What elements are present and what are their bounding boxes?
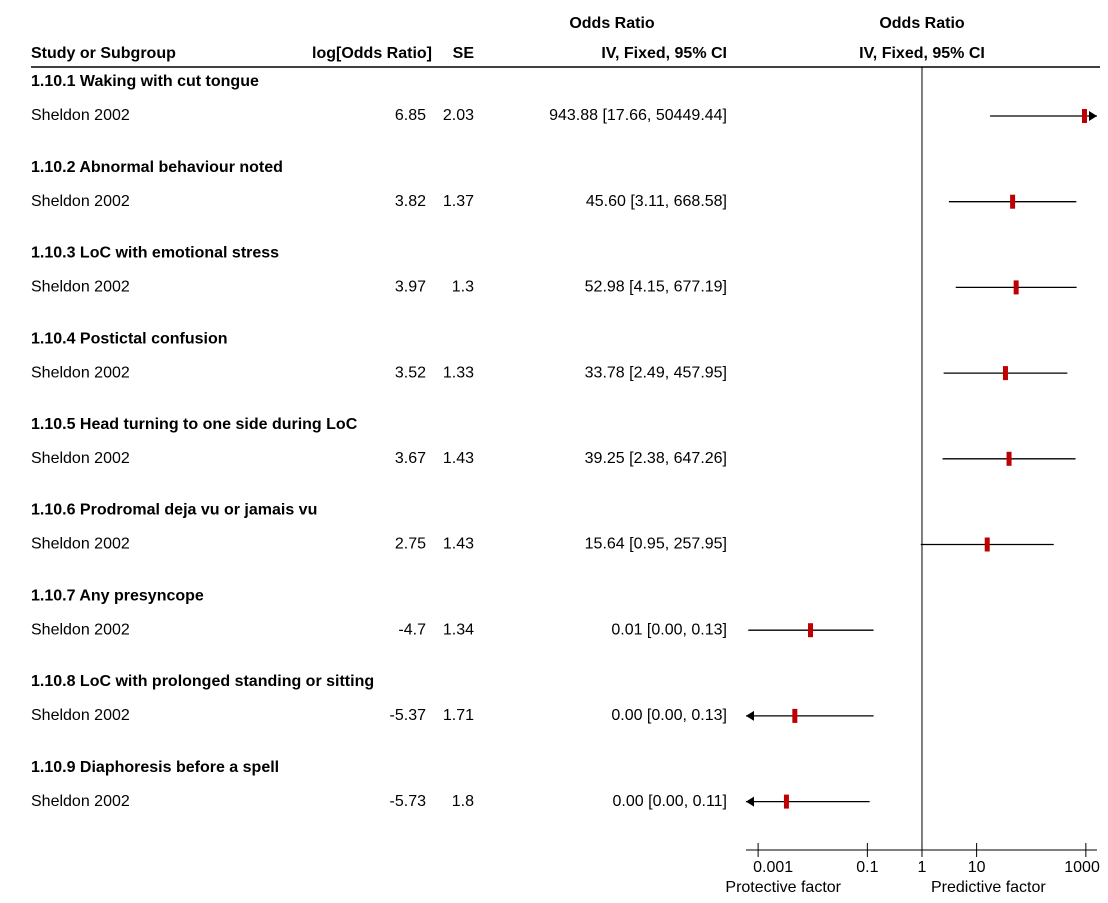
study-name: Sheldon 2002 xyxy=(31,193,130,210)
x-tick-label: 0.001 xyxy=(753,859,793,876)
or-ci: 0.01 [0.00, 0.13] xyxy=(611,621,727,638)
group-title: 1.10.9 Diaphoresis before a spell xyxy=(31,759,279,776)
log-or: 3.82 xyxy=(395,193,426,210)
study-name: Sheldon 2002 xyxy=(31,279,130,296)
or-ci: 943.88 [17.66, 50449.44] xyxy=(549,107,727,124)
header-study: Study or Subgroup xyxy=(31,45,176,62)
footer-left: Protective factor xyxy=(725,879,841,896)
group-title: 1.10.7 Any presyncope xyxy=(31,587,204,604)
group-title: 1.10.3 LoC with emotional stress xyxy=(31,245,279,262)
or-ci: 39.25 [2.38, 647.26] xyxy=(585,450,727,467)
study-name: Sheldon 2002 xyxy=(31,107,130,124)
ci-arrow-left xyxy=(746,710,754,721)
point-estimate xyxy=(1006,451,1012,466)
point-estimate xyxy=(1002,366,1008,381)
log-or: -5.73 xyxy=(390,793,427,810)
study-name: Sheldon 2002 xyxy=(31,450,130,467)
log-or: 3.52 xyxy=(395,364,426,381)
se: 1.71 xyxy=(443,707,474,724)
point-estimate xyxy=(1013,280,1019,295)
x-tick-label: 0.1 xyxy=(856,859,878,876)
study-name: Sheldon 2002 xyxy=(31,621,130,638)
log-or: 3.97 xyxy=(395,279,426,296)
or-ci: 15.64 [0.95, 257.95] xyxy=(585,536,727,553)
x-tick-label: 1 xyxy=(918,859,927,876)
se: 1.33 xyxy=(443,364,474,381)
study-name: Sheldon 2002 xyxy=(31,707,130,724)
se: 1.43 xyxy=(443,536,474,553)
or-ci: 33.78 [2.49, 457.95] xyxy=(585,364,727,381)
se: 1.34 xyxy=(443,621,474,638)
point-estimate xyxy=(1081,109,1087,123)
point-estimate xyxy=(808,623,814,638)
point-estimate xyxy=(1010,194,1016,209)
se: 1.8 xyxy=(452,793,474,810)
or-ci: 0.00 [0.00, 0.13] xyxy=(611,707,727,724)
se: 1.37 xyxy=(443,193,474,210)
header-log-or: log[Odds Ratio] xyxy=(312,45,432,62)
group-title: 1.10.1 Waking with cut tongue xyxy=(31,73,259,90)
group-title: 1.10.6 Prodromal deja vu or jamais vu xyxy=(31,502,317,519)
point-estimate xyxy=(783,794,789,809)
se: 2.03 xyxy=(443,107,474,124)
header-plot-top: Odds Ratio xyxy=(879,15,965,32)
header-se: SE xyxy=(453,45,475,62)
log-or: -5.37 xyxy=(390,707,427,724)
or-ci: 0.00 [0.00, 0.11] xyxy=(613,793,727,810)
ci-arrow-left xyxy=(746,796,754,807)
or-ci: 52.98 [4.15, 677.19] xyxy=(585,279,727,296)
header-plot-sub: IV, Fixed, 95% CI xyxy=(859,45,985,62)
ci-arrow-right xyxy=(1089,111,1097,121)
study-name: Sheldon 2002 xyxy=(31,793,130,810)
x-tick-label: 1000 xyxy=(1064,859,1100,876)
group-title: 1.10.5 Head turning to one side during L… xyxy=(31,416,358,433)
point-estimate xyxy=(984,537,990,552)
study-name: Sheldon 2002 xyxy=(31,364,130,381)
log-or: 6.85 xyxy=(395,107,426,124)
group-title: 1.10.8 LoC with prolonged standing or si… xyxy=(31,673,374,690)
se: 1.43 xyxy=(443,450,474,467)
point-estimate xyxy=(792,708,798,723)
log-or: -4.7 xyxy=(398,621,426,638)
footer-right: Predictive factor xyxy=(931,879,1046,896)
log-or: 3.67 xyxy=(395,450,426,467)
study-name: Sheldon 2002 xyxy=(31,536,130,553)
header-or-sub: IV, Fixed, 95% CI xyxy=(601,45,727,62)
group-title: 1.10.4 Postictal confusion xyxy=(31,330,228,347)
group-title: 1.10.2 Abnormal behaviour noted xyxy=(31,159,283,176)
se: 1.3 xyxy=(452,279,474,296)
header-or-top: Odds Ratio xyxy=(569,15,655,32)
or-ci: 45.60 [3.11, 668.58] xyxy=(586,193,727,210)
log-or: 2.75 xyxy=(395,536,426,553)
x-tick-label: 10 xyxy=(968,859,986,876)
